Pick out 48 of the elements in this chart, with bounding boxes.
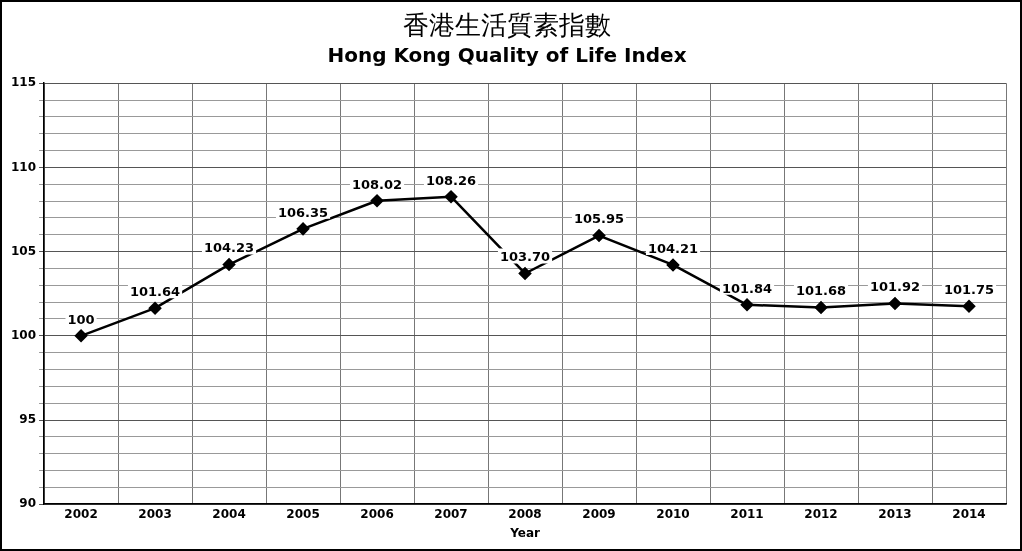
- x-tick-label: 2007: [434, 506, 468, 521]
- data-label: 108.02: [351, 176, 403, 192]
- y-tick-label: 115: [10, 75, 37, 90]
- y-tick-label: 95: [19, 412, 37, 427]
- x-tick-label: 2012: [804, 506, 838, 521]
- x-tick-label: 2005: [286, 506, 320, 521]
- data-label: 108.26: [425, 172, 477, 188]
- point: [592, 229, 606, 242]
- point: [370, 194, 384, 207]
- x-tick-label: 2009: [582, 506, 616, 521]
- point: [222, 258, 236, 271]
- chart-title: 香港生活質素指數: [403, 10, 611, 41]
- data-label: 104.21: [647, 240, 699, 256]
- data-label: 101.84: [721, 280, 773, 296]
- data-label: 100: [67, 311, 95, 327]
- x-tick-label: 2013: [878, 506, 912, 521]
- point: [962, 300, 976, 313]
- x-tick-label: 2006: [360, 506, 394, 521]
- point: [740, 298, 754, 312]
- x-tick-label: 2011: [730, 506, 764, 521]
- data-label: 105.95: [573, 211, 625, 227]
- data-label: 106.35: [277, 204, 329, 220]
- point: [74, 329, 88, 343]
- x-tick-label: 2003: [138, 506, 172, 521]
- x-tick-label: 2002: [64, 506, 98, 521]
- data-label: 101.68: [795, 283, 847, 299]
- x-tick-label: 2014: [952, 506, 986, 521]
- data-label: 101.64: [129, 284, 181, 300]
- data-label: 101.92: [869, 279, 921, 295]
- chart-subtitle: Hong Kong Quality of Life Index: [327, 43, 687, 68]
- x-tick-label: 2008: [508, 506, 542, 521]
- x-axis-title: Year: [509, 525, 540, 540]
- y-tick-label: 110: [10, 159, 37, 174]
- y-tick-label: 90: [19, 496, 37, 511]
- x-tick-label: 2010: [656, 506, 690, 521]
- point: [444, 190, 458, 203]
- data-label: 103.70: [499, 249, 551, 265]
- data-label: 104.23: [203, 240, 255, 256]
- point: [148, 301, 162, 315]
- x-tick-label: 2004: [212, 506, 246, 521]
- point: [296, 222, 310, 236]
- y-tick-label: 100: [10, 327, 37, 342]
- data-label: 101.75: [943, 282, 995, 298]
- point: [666, 258, 680, 272]
- point: [814, 301, 828, 314]
- y-tick-label: 105: [10, 243, 37, 258]
- point: [888, 297, 902, 310]
- point: [518, 267, 532, 280]
